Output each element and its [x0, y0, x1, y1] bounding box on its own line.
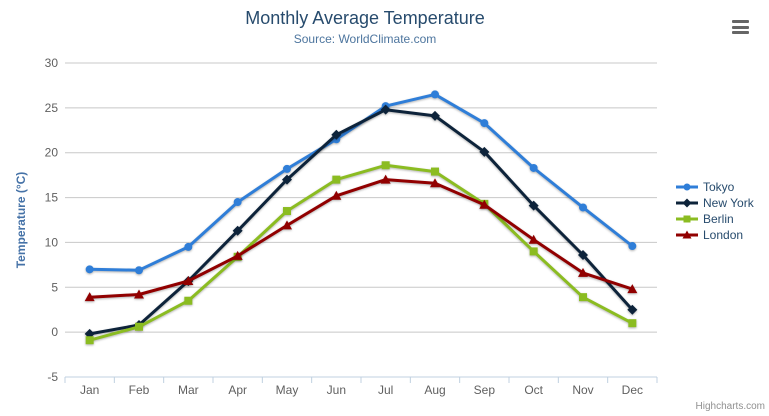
marker-berlin-nov[interactable]: [579, 293, 587, 302]
legend-label: London: [703, 228, 744, 242]
marker-new-york-nov[interactable]: [578, 249, 588, 260]
y-tick-label: 30: [45, 56, 59, 70]
legend-item-london[interactable]: London: [676, 227, 754, 243]
series-tokyo: [85, 90, 637, 275]
marker-london-jun[interactable]: [331, 190, 342, 200]
legend-label: New York: [703, 196, 754, 210]
legend-symbol-triangle: [676, 230, 698, 239]
legend-label: Berlin: [703, 212, 734, 226]
y-tick-label: 5: [51, 280, 58, 294]
chart-subtitle: Source: WorldClimate.com: [293, 32, 437, 46]
marker-london-apr[interactable]: [232, 250, 243, 260]
legend-symbol-circle: [676, 183, 698, 191]
marker-tokyo-oct[interactable]: [529, 163, 538, 172]
x-tick-label: Nov: [572, 383, 593, 397]
marker-london-jan[interactable]: [84, 292, 95, 302]
marker-tokyo-dec[interactable]: [628, 242, 637, 251]
highcharts-credit[interactable]: Highcharts.com: [695, 401, 765, 412]
marker-berlin-jun[interactable]: [332, 175, 341, 184]
marker-london-oct[interactable]: [528, 234, 539, 244]
marker-london-jul[interactable]: [380, 174, 391, 184]
marker-tokyo-feb[interactable]: [135, 266, 143, 275]
marker-new-york-apr[interactable]: [232, 225, 243, 236]
marker-london-dec[interactable]: [627, 284, 638, 294]
legend-symbol-square: [676, 215, 698, 223]
marker-london-may[interactable]: [282, 220, 292, 230]
y-tick-label: 15: [45, 191, 59, 205]
y-tick-label: 25: [45, 101, 59, 115]
marker-tokyo-sep[interactable]: [480, 119, 489, 128]
marker-berlin-aug[interactable]: [431, 167, 439, 176]
x-tick-label: Sep: [474, 383, 496, 397]
legend-item-berlin[interactable]: Berlin: [676, 211, 754, 227]
series-new-york: [84, 104, 638, 339]
marker-tokyo-mar[interactable]: [184, 242, 193, 251]
legend-item-new-york[interactable]: New York: [676, 195, 754, 211]
marker-tokyo-apr[interactable]: [233, 198, 242, 207]
marker-berlin-jan[interactable]: [85, 336, 94, 345]
legend-item-tokyo[interactable]: Tokyo: [676, 179, 754, 195]
series-london: [84, 174, 638, 302]
x-tick-label: Jan: [80, 383, 99, 397]
marker-new-york-aug[interactable]: [430, 110, 440, 121]
legend-label: Tokyo: [703, 180, 735, 194]
marker-berlin-dec[interactable]: [628, 319, 637, 328]
legend-marker-london[interactable]: [682, 230, 692, 239]
x-tick-label: Aug: [424, 383, 445, 397]
marker-tokyo-may[interactable]: [283, 164, 291, 173]
marker-new-york-oct[interactable]: [528, 200, 539, 211]
marker-tokyo-nov[interactable]: [579, 203, 587, 212]
marker-new-york-jul[interactable]: [380, 104, 391, 115]
x-tick-label: Oct: [524, 383, 543, 397]
y-tick-label: 10: [45, 235, 59, 249]
marker-berlin-may[interactable]: [283, 207, 291, 216]
marker-london-aug[interactable]: [430, 178, 440, 188]
marker-new-york-sep[interactable]: [479, 146, 490, 157]
export-menu-button[interactable]: [732, 20, 749, 34]
legend-marker-berlin[interactable]: [683, 215, 691, 223]
marker-berlin-jul[interactable]: [381, 161, 390, 170]
legend: Tokyo New York Berlin London: [676, 179, 754, 243]
series-line-new-york[interactable]: [88, 108, 634, 336]
marker-berlin-feb[interactable]: [135, 322, 143, 331]
legend-marker-new-york[interactable]: [682, 198, 692, 208]
marker-london-feb[interactable]: [134, 289, 144, 299]
marker-tokyo-aug[interactable]: [431, 90, 439, 99]
x-tick-label: Mar: [178, 383, 199, 397]
y-tick-label: 0: [51, 325, 58, 339]
legend-marker-tokyo[interactable]: [683, 183, 691, 191]
legend-symbol-diamond: [676, 198, 698, 208]
series-line-london[interactable]: [88, 178, 634, 299]
marker-tokyo-jan[interactable]: [85, 265, 94, 274]
yaxis-title: Temperature (°C): [14, 171, 28, 269]
marker-new-york-jun[interactable]: [331, 129, 342, 140]
x-tick-label: Jul: [378, 383, 393, 397]
hamburger-icon: [732, 20, 749, 23]
marker-london-sep[interactable]: [479, 199, 490, 209]
x-tick-label: Feb: [129, 383, 150, 397]
marker-berlin-mar[interactable]: [184, 296, 193, 305]
marker-new-york-dec[interactable]: [627, 304, 638, 315]
marker-london-nov[interactable]: [578, 267, 588, 277]
y-tick-label: -5: [47, 370, 58, 384]
series-line-berlin[interactable]: [88, 163, 634, 342]
x-tick-label: Apr: [228, 383, 247, 397]
y-tick-label: 20: [45, 146, 59, 160]
marker-berlin-oct[interactable]: [529, 247, 538, 256]
x-tick-label: Dec: [622, 383, 643, 397]
chart-title: Monthly Average Temperature: [245, 8, 485, 28]
x-tick-label: Jun: [327, 383, 346, 397]
marker-new-york-may[interactable]: [282, 174, 292, 185]
x-tick-label: May: [276, 383, 299, 397]
marker-london-mar[interactable]: [183, 276, 194, 286]
